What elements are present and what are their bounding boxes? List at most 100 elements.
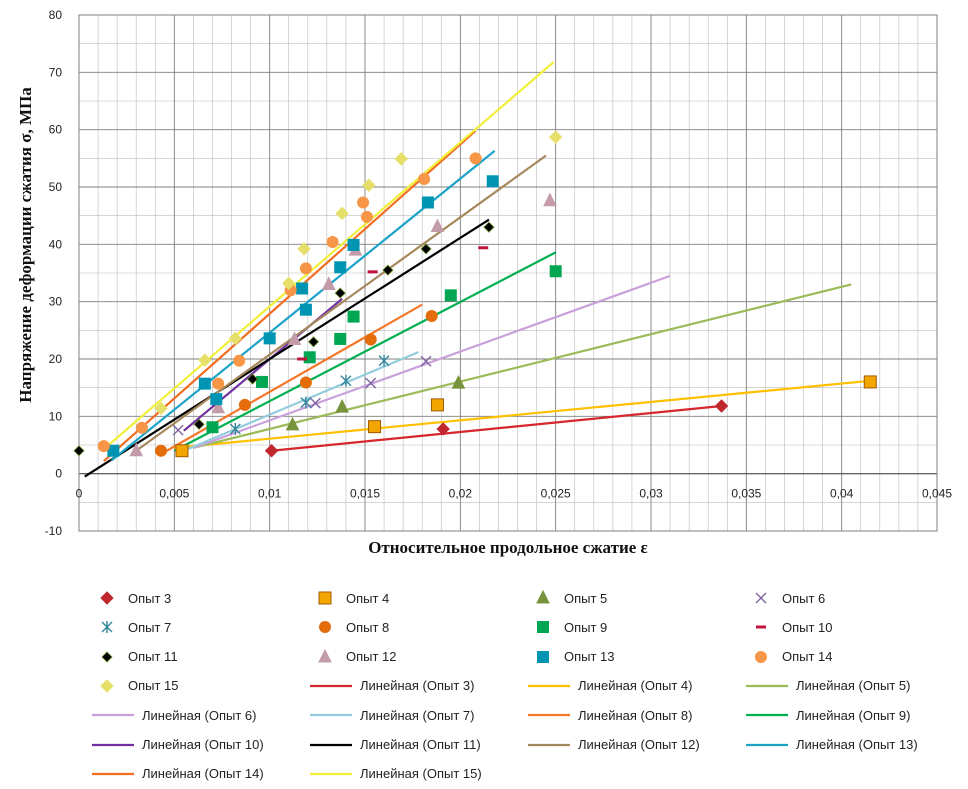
x-tick-label: 0,005: [159, 487, 189, 501]
series-2: [175, 375, 877, 458]
legend-item: Линейная (Опыт 3): [310, 676, 474, 696]
data-point: [198, 353, 212, 367]
legend-swatch: [528, 684, 570, 687]
data-point: [335, 399, 349, 413]
data-point: [193, 418, 205, 430]
trendline-2: [174, 379, 871, 449]
data-point: [357, 196, 370, 209]
series-10: [129, 192, 557, 457]
legend-item: Опыт 15: [92, 676, 179, 696]
data-point: [135, 421, 148, 434]
y-tick-label: 10: [49, 409, 63, 423]
legend-item: Линейная (Опыт 12): [528, 735, 700, 755]
trendline-10: [135, 154, 547, 452]
legend-swatch: [755, 650, 767, 663]
data-point: [451, 374, 466, 389]
legend-item: Линейная (Опыт 6): [92, 705, 256, 725]
trendline-7: [173, 251, 557, 452]
y-tick-label: 40: [49, 237, 63, 251]
legend-label: Опыт 10: [782, 619, 833, 635]
data-point: [430, 398, 444, 412]
legend-item: Линейная (Опыт 13): [746, 735, 918, 755]
legend-label: Линейная (Опыт 13): [796, 737, 918, 752]
legend-item: Опыт 11: [92, 647, 178, 667]
legend-swatch: [310, 714, 352, 717]
data-point: [714, 399, 729, 413]
series-1: [264, 399, 729, 458]
x-tick-label: 0,025: [541, 487, 571, 501]
legend-marker-swatch: [319, 621, 331, 634]
data-point: [365, 377, 377, 389]
data-point: [430, 218, 445, 233]
x-tick-label: 0: [76, 487, 83, 501]
legend-label: Опыт 5: [564, 590, 608, 606]
x-tick-label: 0,035: [731, 487, 761, 501]
legend-swatch: [528, 714, 570, 717]
trendline-4: [193, 274, 671, 449]
legend-item: Линейная (Опыт 10): [92, 735, 264, 755]
legend-item: Линейная (Опыт 4): [528, 676, 692, 696]
data-point: [378, 354, 390, 367]
legend-label: Опыт 3: [128, 590, 172, 606]
chart: 0 0,005 0,01 0,015 0,02 0,025 0,03 0,035 0,04 0,0…: [16, 8, 952, 557]
legend-item: Опыт 14: [746, 647, 833, 667]
data-point: [263, 332, 276, 345]
legend-item: Опыт 13: [528, 647, 615, 667]
data-point: [299, 262, 312, 275]
trendlines: [84, 61, 871, 478]
y-tick-label: 30: [49, 295, 63, 309]
y-tick-label: 80: [49, 8, 63, 22]
data-point: [334, 261, 347, 274]
data-point: [420, 355, 432, 367]
x-tick-label: 0,02: [449, 487, 473, 501]
legend-item: Линейная (Опыт 14): [92, 764, 264, 784]
legend-label: Опыт 6: [782, 590, 826, 606]
data-point: [394, 152, 408, 166]
plot-area: [78, 14, 938, 532]
data-point: [307, 336, 320, 348]
y-tick-label: 0: [55, 467, 62, 481]
data-point: [382, 264, 394, 276]
y-tick-label: 70: [49, 65, 63, 79]
legend-marker-swatch: [537, 650, 549, 663]
data-point: [285, 416, 300, 431]
data-point: [418, 172, 431, 185]
legend-label: Опыт 7: [128, 619, 172, 635]
legend-marker-swatch: [101, 621, 113, 634]
legend-label: Опыт 11: [128, 649, 178, 665]
legend-label: Линейная (Опыт 9): [796, 707, 911, 723]
legend-swatch: [100, 591, 114, 605]
series-6: [154, 310, 438, 457]
legend-item: Опыт 9: [528, 617, 607, 637]
legend-label: Линейная (Опыт 10): [142, 737, 264, 752]
data-point: [229, 422, 241, 435]
data-point: [321, 276, 336, 290]
legend-item: Опыт 6: [746, 588, 825, 608]
legend-swatch: [92, 743, 134, 746]
legend-swatch: [756, 625, 766, 629]
legend-swatch: [100, 679, 114, 693]
data-point: [172, 424, 184, 436]
legend-swatch: [310, 743, 352, 746]
legend-swatch: [310, 684, 352, 687]
trendline-13: [101, 61, 555, 452]
data-point: [347, 238, 360, 251]
data-point: [264, 444, 279, 458]
data-point: [548, 130, 563, 144]
legend-label: Линейная (Опыт 12): [578, 737, 700, 752]
data-point: [296, 282, 309, 295]
data-point: [368, 420, 382, 434]
legend-swatch: [310, 772, 352, 775]
data-point: [303, 351, 316, 364]
data-point: [444, 289, 457, 302]
legend-label: Опыт 13: [564, 649, 615, 665]
data-point: [340, 374, 352, 387]
data-point: [97, 440, 110, 453]
legend-swatch: [318, 591, 332, 605]
y-tick-label: -10: [45, 524, 63, 538]
data-point: [107, 444, 120, 457]
legend-item: Линейная (Опыт 8): [528, 705, 692, 725]
data-point: [297, 357, 308, 361]
legend-swatch: [746, 684, 788, 687]
data-point: [282, 276, 296, 291]
